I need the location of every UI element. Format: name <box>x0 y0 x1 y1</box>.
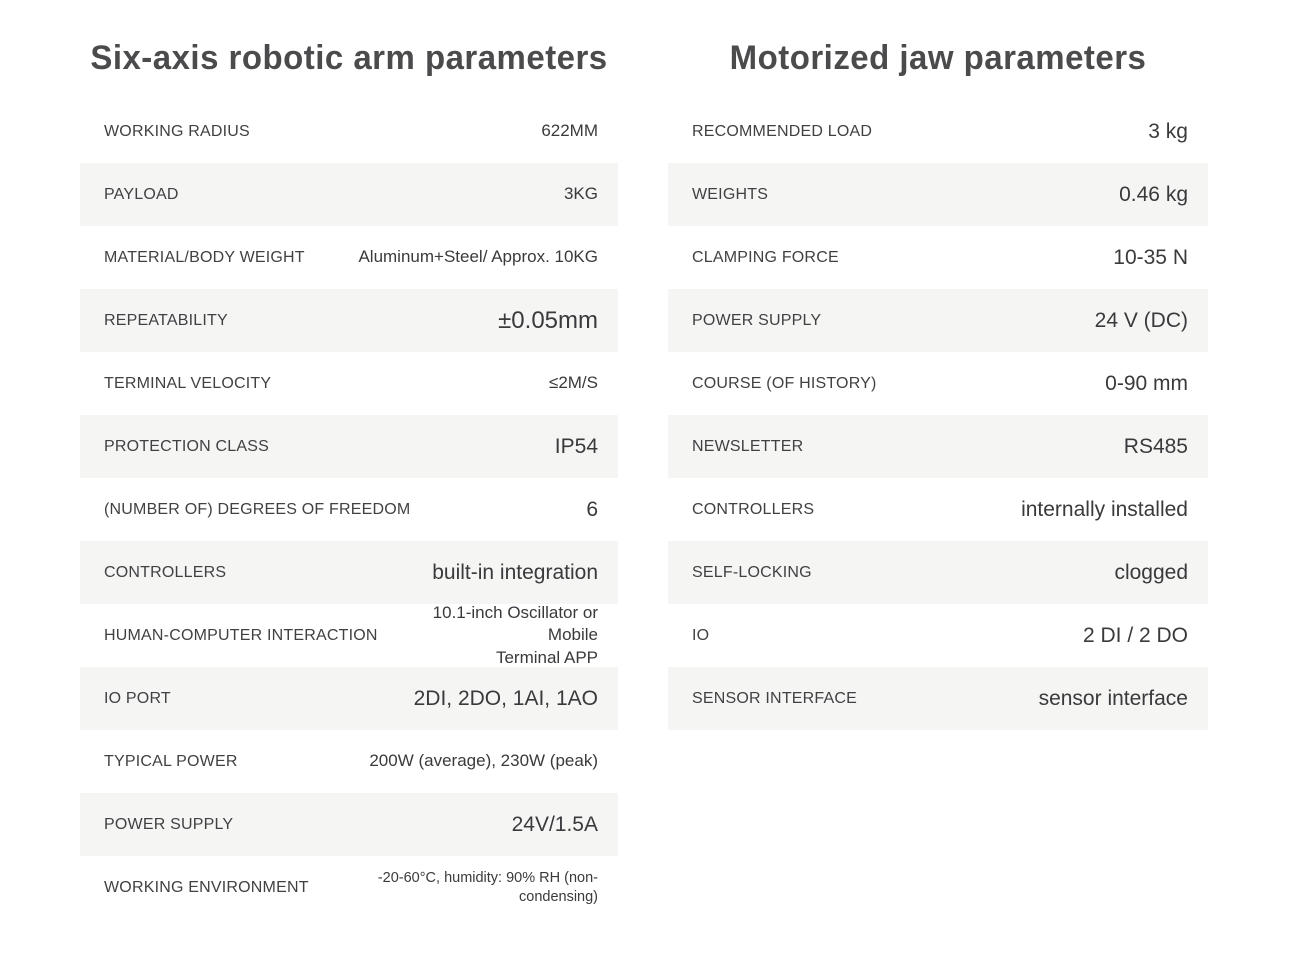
spec-value: -20-60°C, humidity: 90% RH (non-condensi… <box>377 869 598 905</box>
spec-value: ≤2M/S <box>548 373 598 393</box>
motorized-jaw-spec-table: Motorized jaw parameters RECOMMENDED LOA… <box>668 36 1208 730</box>
spec-row: IO 2 DI / 2 DO <box>668 604 1208 667</box>
spec-label: IO <box>692 626 710 644</box>
spec-label: PAYLOAD <box>104 185 179 203</box>
spec-value: Aluminum+Steel/ Approx. 10KG <box>358 247 598 267</box>
spec-value: internally installed <box>1021 497 1188 521</box>
spec-label: SENSOR INTERFACE <box>692 689 858 707</box>
spec-label: CONTROLLERS <box>692 500 815 518</box>
spec-label: POWER SUPPLY <box>104 815 234 833</box>
spec-row: NEWSLETTER RS485 <box>668 415 1208 478</box>
spec-row: POWER SUPPLY 24V/1.5A <box>80 793 618 856</box>
spec-row: TYPICAL POWER 200W (average), 230W (peak) <box>80 730 618 793</box>
spec-label: WORKING RADIUS <box>104 122 250 140</box>
spec-label: IO PORT <box>104 689 171 707</box>
spec-label: CONTROLLERS <box>104 563 227 581</box>
spec-value: built-in integration <box>432 560 598 584</box>
spec-value: 10.1-inch Oscillator or Mobile Terminal … <box>432 603 598 667</box>
spec-row: SELF-LOCKING clogged <box>668 541 1208 604</box>
spec-label: TERMINAL VELOCITY <box>104 374 272 392</box>
spec-row: IO PORT 2DI, 2DO, 1AI, 1AO <box>80 667 618 730</box>
spec-row: CONTROLLERS internally installed <box>668 478 1208 541</box>
spec-label: COURSE (OF HISTORY) <box>692 374 877 392</box>
spec-value: 200W (average), 230W (peak) <box>369 751 598 771</box>
spec-row: TERMINAL VELOCITY ≤2M/S <box>80 352 618 415</box>
spec-row: REPEATABILITY ±0.05mm <box>80 289 618 352</box>
spec-value: 622MM <box>541 121 598 141</box>
spec-row: CONTROLLERS built-in integration <box>80 541 618 604</box>
spec-row: PROTECTION CLASS IP54 <box>80 415 618 478</box>
motorized-jaw-spec-rows: RECOMMENDED LOAD 3 kg WEIGHTS 0.46 kg CLAMPI… <box>668 100 1208 730</box>
spec-value: 24V/1.5A <box>511 812 598 836</box>
spec-value: 0.46 kg <box>1119 182 1188 206</box>
spec-value: 10-35 N <box>1113 245 1188 269</box>
spec-value: clogged <box>1114 560 1188 584</box>
robotic-arm-spec-table: Six-axis robotic arm parameters WORKING … <box>80 36 618 919</box>
spec-value: sensor interface <box>1038 686 1188 710</box>
spec-row: WORKING ENVIRONMENT -20-60°C, humidity: 9… <box>80 856 618 919</box>
spec-label: RECOMMENDED LOAD <box>692 122 873 140</box>
spec-row: COURSE (OF HISTORY) 0-90 mm <box>668 352 1208 415</box>
spec-value: 2DI, 2DO, 1AI, 1AO <box>413 686 598 710</box>
spec-value: 2 DI / 2 DO <box>1082 623 1188 647</box>
spec-row: RECOMMENDED LOAD 3 kg <box>668 100 1208 163</box>
spec-value: IP54 <box>554 434 598 458</box>
spec-label: WORKING ENVIRONMENT <box>104 878 309 896</box>
robotic-arm-table-title: Six-axis robotic arm parameters <box>90 39 608 77</box>
spec-label: CLAMPING FORCE <box>692 248 839 266</box>
spec-row: CLAMPING FORCE 10-35 N <box>668 226 1208 289</box>
spec-label: PROTECTION CLASS <box>104 437 270 455</box>
spec-value: RS485 <box>1123 434 1188 458</box>
spec-label: HUMAN-COMPUTER INTERACTION <box>104 626 378 644</box>
spec-row: HUMAN-COMPUTER INTERACTION 10.1-inch Osci… <box>80 603 618 667</box>
spec-row: WORKING RADIUS 622MM <box>80 100 618 163</box>
spec-value: ±0.05mm <box>498 306 598 334</box>
spec-row: SENSOR INTERFACE sensor interface <box>668 667 1208 730</box>
spec-row: POWER SUPPLY 24 V (DC) <box>668 289 1208 352</box>
spec-label: SELF-LOCKING <box>692 563 812 581</box>
spec-label: NEWSLETTER <box>692 437 804 455</box>
spec-label: MATERIAL/BODY WEIGHT <box>104 248 305 266</box>
spec-row: MATERIAL/BODY WEIGHT Aluminum+Steel/ Appr… <box>80 226 618 289</box>
spec-label: WEIGHTS <box>692 185 769 203</box>
spec-row: (NUMBER OF) DEGREES OF FREEDOM 6 <box>80 478 618 541</box>
robotic-arm-spec-rows: WORKING RADIUS 622MM PAYLOAD 3KG MATERIAL/BO… <box>80 100 618 919</box>
spec-label: REPEATABILITY <box>104 311 228 329</box>
spec-label: (NUMBER OF) DEGREES OF FREEDOM <box>104 500 411 518</box>
spec-value: 0-90 mm <box>1105 371 1188 395</box>
spec-value: 6 <box>586 497 598 521</box>
spec-value: 24 V (DC) <box>1094 308 1188 332</box>
motorized-jaw-table-title: Motorized jaw parameters <box>729 39 1147 77</box>
spec-label: POWER SUPPLY <box>692 311 822 329</box>
spec-label: TYPICAL POWER <box>104 752 238 770</box>
spec-value: 3KG <box>563 184 598 204</box>
spec-row: PAYLOAD 3KG <box>80 163 618 226</box>
spec-value: 3 kg <box>1148 119 1188 143</box>
spec-row: WEIGHTS 0.46 kg <box>668 163 1208 226</box>
